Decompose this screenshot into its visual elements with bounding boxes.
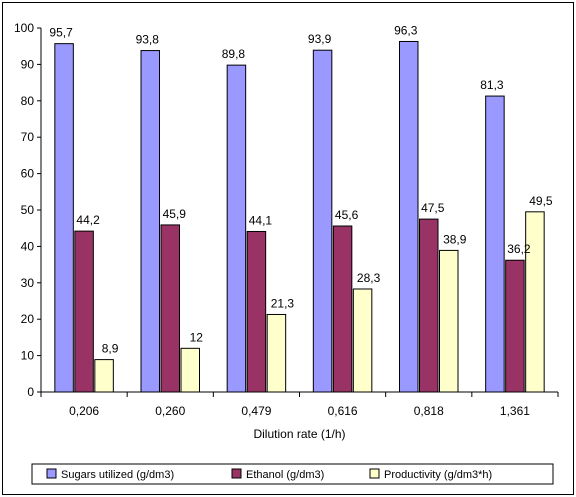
bar-productivity (439, 249, 459, 393)
bar-ethanol (74, 230, 94, 393)
y-tick-label: 30 (21, 276, 35, 290)
bar-ethanol (160, 224, 180, 393)
data-label: 45,6 (335, 208, 359, 222)
legend-label: Productivity (g/dm3*h) (384, 469, 492, 481)
data-label: 93,8 (136, 33, 160, 47)
x-tick-label: 1,361 (500, 404, 530, 418)
legend: Sugars utilized (g/dm3) Ethanol (g/dm3) Pr… (31, 463, 554, 485)
x-tick-label: 0,206 (69, 404, 99, 418)
y-tick-label: 50 (21, 203, 35, 217)
data-label: 44,2 (76, 213, 100, 227)
axes: 0 10 20 30 40 50 60 70 80 90 100 0,206 0,260 0,479 0,6… (14, 21, 559, 418)
data-label: 89,8 (222, 47, 246, 61)
y-tick-label: 20 (21, 312, 35, 326)
data-label: 45,9 (163, 207, 187, 221)
bar-ethanol (246, 230, 267, 393)
data-label: 96,3 (394, 23, 418, 37)
data-label: 44,1 (249, 213, 273, 227)
legend-label: Sugars utilized (g/dm3) (61, 469, 174, 481)
data-label: 93,9 (308, 32, 332, 46)
x-tick-label: 0,818 (414, 404, 444, 418)
x-tick-label: 0,260 (155, 404, 185, 418)
bar-ethanol (505, 259, 525, 393)
y-tick-label: 10 (21, 349, 35, 363)
y-tick-label: 0 (27, 385, 34, 399)
legend-swatch (369, 468, 380, 479)
bars (54, 40, 545, 393)
data-label: 36,2 (507, 242, 531, 256)
bar-sugars (54, 43, 74, 393)
bar-ethanol (419, 218, 439, 393)
bar-sugars (312, 49, 333, 393)
data-label: 21,3 (271, 296, 295, 310)
y-tick-label: 100 (14, 21, 34, 35)
data-label: 38,9 (443, 232, 467, 246)
bar-productivity (525, 211, 545, 393)
x-tick-label: 0,616 (328, 404, 358, 418)
y-tick-label: 40 (21, 239, 35, 253)
bar-productivity (180, 347, 200, 393)
legend-swatch (231, 468, 242, 479)
x-axis-title: Dilution rate (1/h) (253, 427, 345, 441)
legend-box (31, 463, 554, 485)
data-label: 12 (190, 330, 204, 344)
bar-productivity (266, 313, 287, 393)
bar-sugars (485, 95, 505, 393)
bar-sugars (226, 64, 247, 393)
bar-productivity (352, 288, 373, 393)
y-tick-label: 90 (21, 57, 35, 71)
x-tick-label: 0,479 (241, 404, 271, 418)
data-label: 49,5 (529, 194, 553, 208)
data-label: 8,9 (102, 342, 119, 356)
data-labels: 95,7 93,8 89,8 93,9 96,3 81,3 44,2 45,9 44,1 45,6… (49, 23, 553, 355)
bar-productivity (94, 359, 114, 393)
legend-label: Ethanol (g/dm3) (246, 469, 324, 481)
y-tick-label: 80 (21, 94, 35, 108)
data-label: 81,3 (480, 78, 504, 92)
data-label: 95,7 (49, 26, 73, 40)
y-tick-label: 60 (21, 167, 35, 181)
data-label: 28,3 (357, 271, 381, 285)
data-label: 47,5 (421, 201, 445, 215)
bar-sugars (399, 40, 419, 393)
y-tick-label: 70 (21, 130, 35, 144)
bar-ethanol (332, 225, 353, 393)
bar-sugars (140, 50, 160, 393)
legend-swatch (46, 468, 57, 479)
